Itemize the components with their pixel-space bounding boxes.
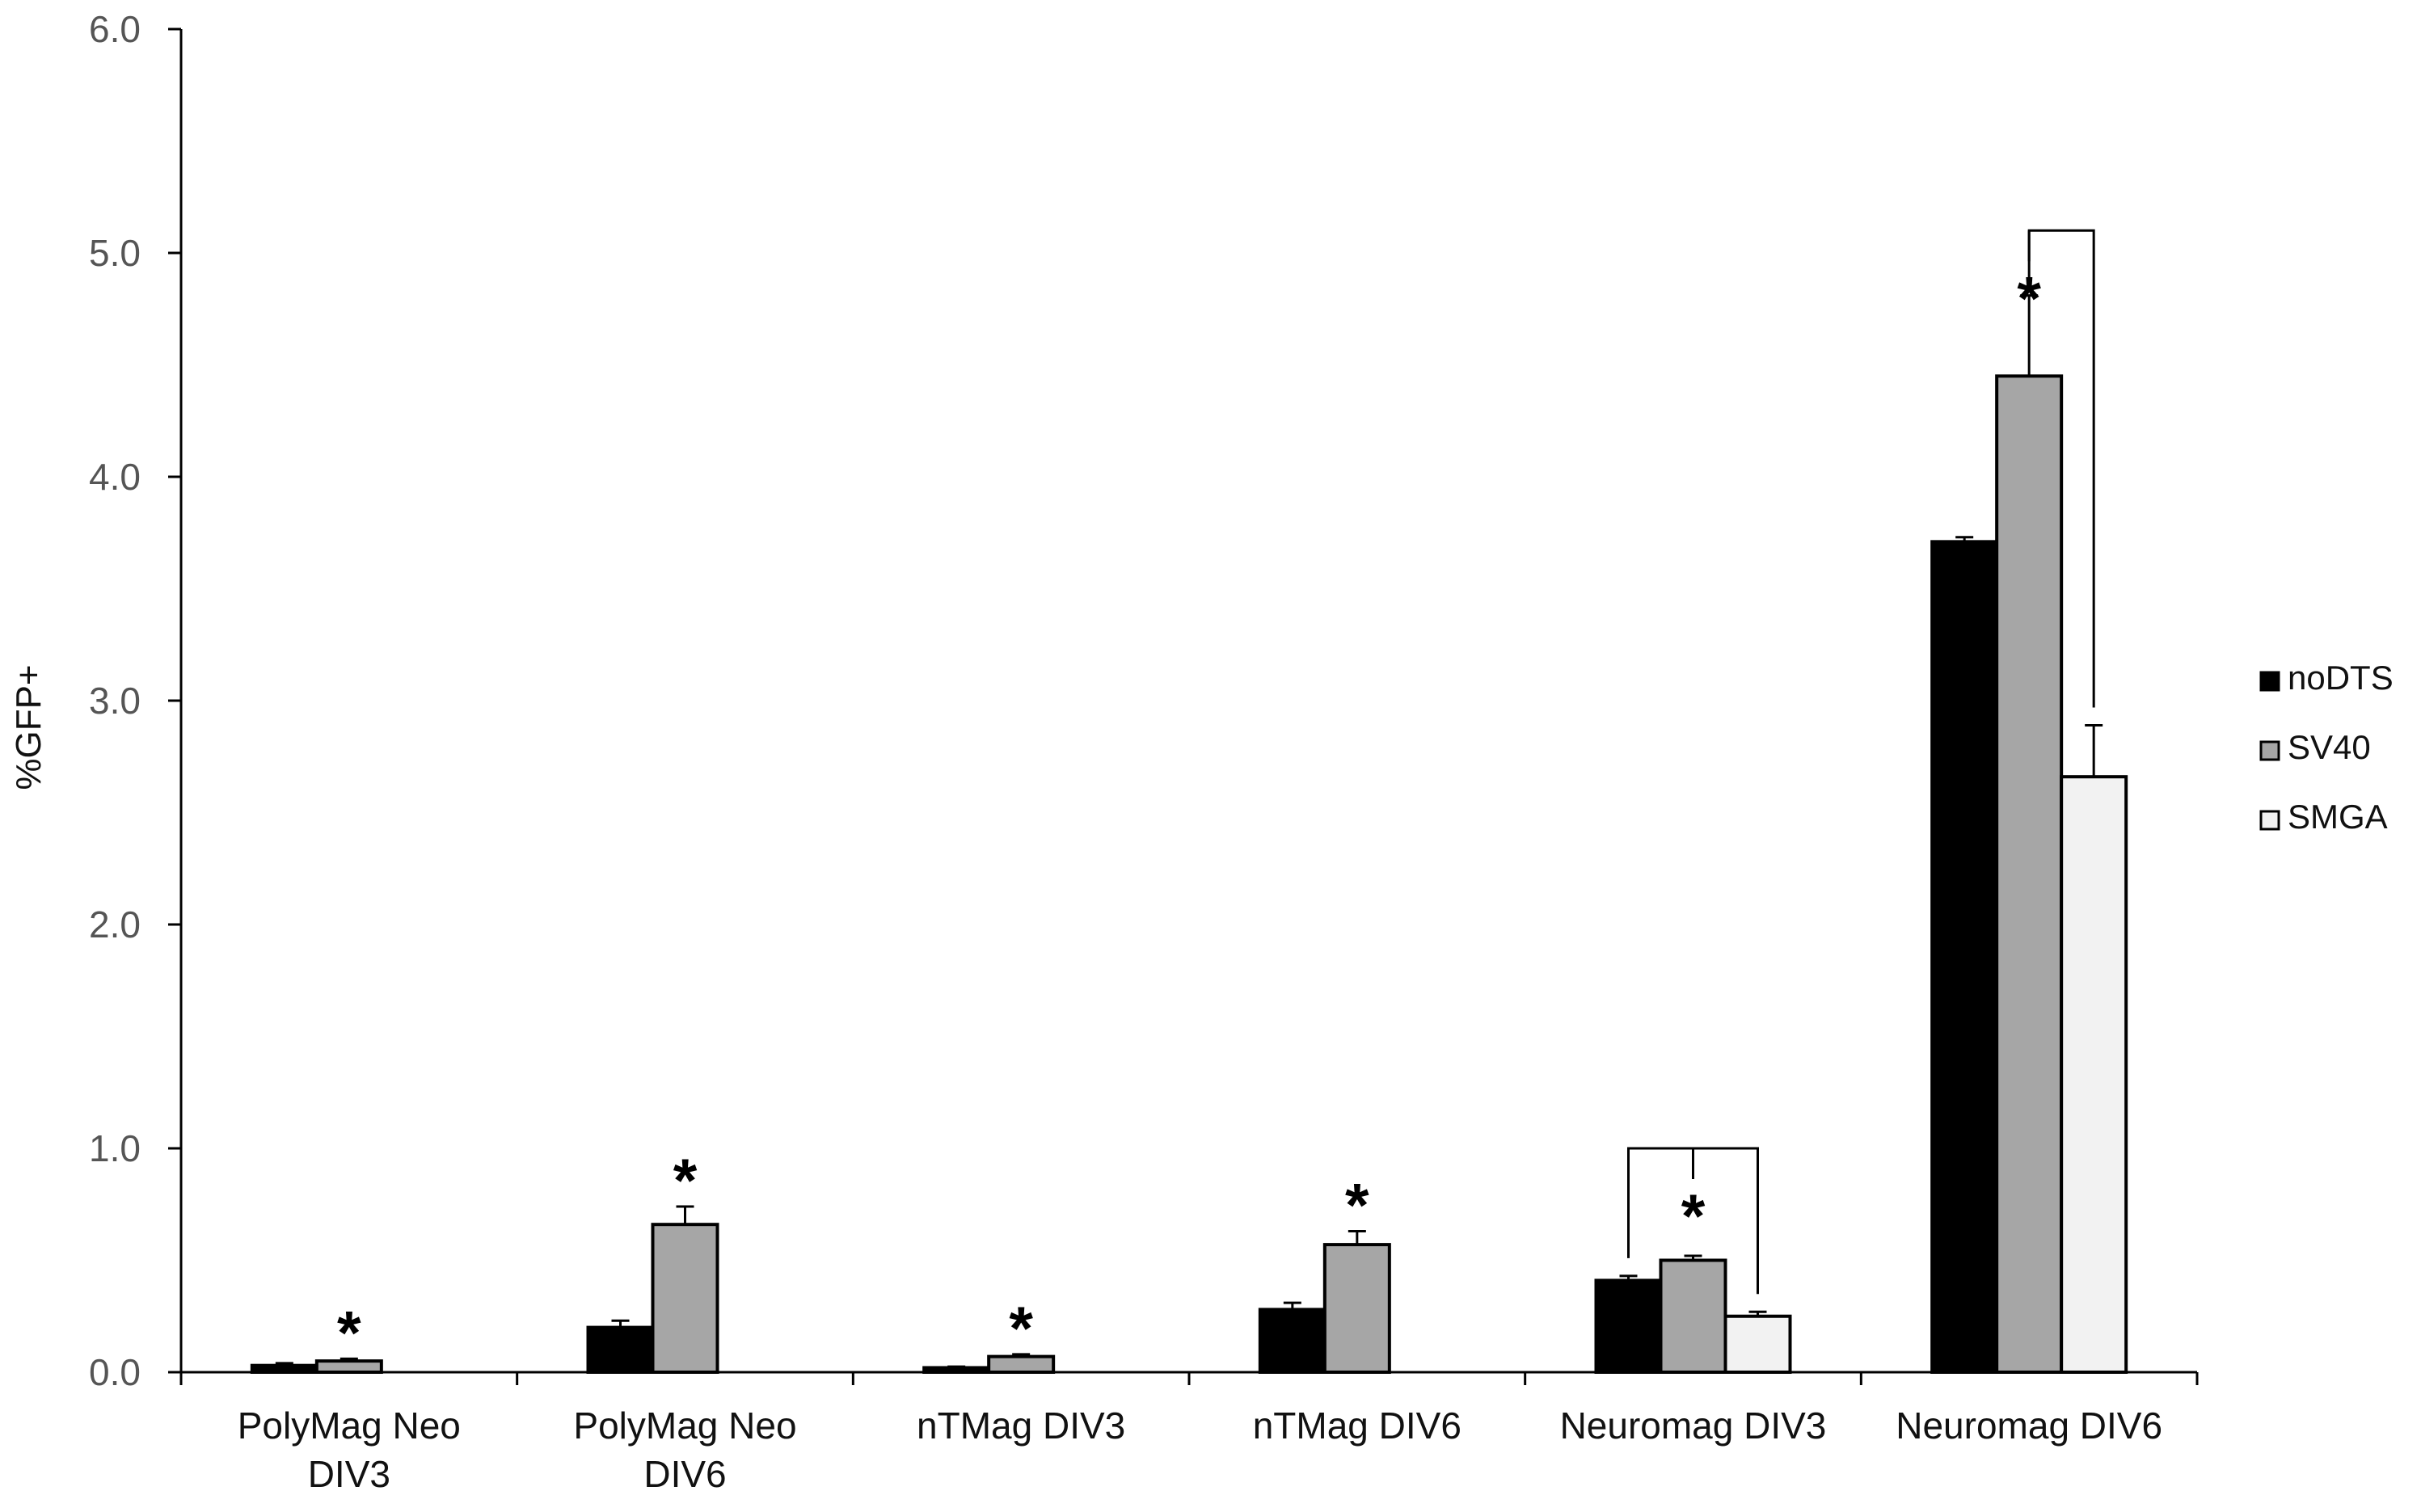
y-tick-label-4: 4.0 (89, 456, 141, 498)
bar-SMGA-4 (1723, 1314, 1792, 1374)
significance-marker-2: * (1009, 1295, 1033, 1363)
y-axis: 0.0 1.0 2.0 3.0 4.0 5.0 6.0 (89, 8, 183, 1393)
bar-SV40-4 (1659, 1258, 1727, 1374)
significance-marker-5: * (2017, 264, 2041, 333)
significance-marker-1: * (673, 1147, 698, 1215)
x-tick-label-2-0: nTMag DIV3 (917, 1405, 1125, 1447)
x-tick-label-1-1: DIV6 (643, 1453, 726, 1495)
bar-noDTS-1 (586, 1325, 655, 1374)
legend: noDTS SV40 SMGA (2259, 659, 2394, 836)
significance-marker-0: * (337, 1299, 361, 1367)
legend-label-SV40: SV40 (2288, 728, 2371, 766)
legend-label-noDTS: noDTS (2288, 659, 2394, 697)
x-tick-label-0-1: DIV3 (308, 1453, 390, 1495)
bar-noDTS-3 (1258, 1308, 1326, 1374)
legend-swatch-SV40 (2259, 740, 2280, 761)
x-tick-label-1-0: PolyMag Neo (573, 1405, 796, 1447)
y-tick-label-3: 3.0 (89, 680, 141, 722)
y-tick-label-0: 0.0 (89, 1351, 141, 1393)
x-axis: PolyMag Neo DIV3 PolyMag Neo DIV6 nTMag DIV3… (179, 1371, 2199, 1495)
x-tick-label-3-0: nTMag DIV6 (1253, 1405, 1461, 1447)
plot-area: * * * * * * (250, 229, 2128, 1375)
y-tick-label-1: 1.0 (89, 1127, 141, 1169)
legend-swatch-noDTS (2259, 671, 2280, 692)
bar-noDTS-4 (1594, 1278, 1663, 1375)
legend-label-SMGA: SMGA (2288, 798, 2388, 836)
x-tick-label-0-0: PolyMag Neo (238, 1405, 461, 1447)
x-tick-label-5-0: Neuromag DIV6 (1896, 1405, 2162, 1447)
bar-SV40-1 (651, 1223, 719, 1375)
bar-SV40-5 (1995, 374, 2064, 1375)
y-axis-title: %GFP+ (9, 664, 49, 790)
y-tick-label-5: 5.0 (89, 232, 141, 274)
bar-noDTS-5 (1930, 540, 1999, 1375)
significance-marker-4: * (1681, 1182, 1706, 1251)
y-tick-label-6: 6.0 (89, 8, 141, 50)
legend-swatch-SMGA (2259, 810, 2280, 831)
significance-marker-3: * (1345, 1171, 1369, 1240)
bar-SV40-3 (1322, 1243, 1391, 1374)
bar-SMGA-5 (2060, 775, 2128, 1374)
y-tick-label-2: 2.0 (89, 903, 141, 946)
x-tick-label-4-0: Neuromag DIV3 (1560, 1405, 1827, 1447)
